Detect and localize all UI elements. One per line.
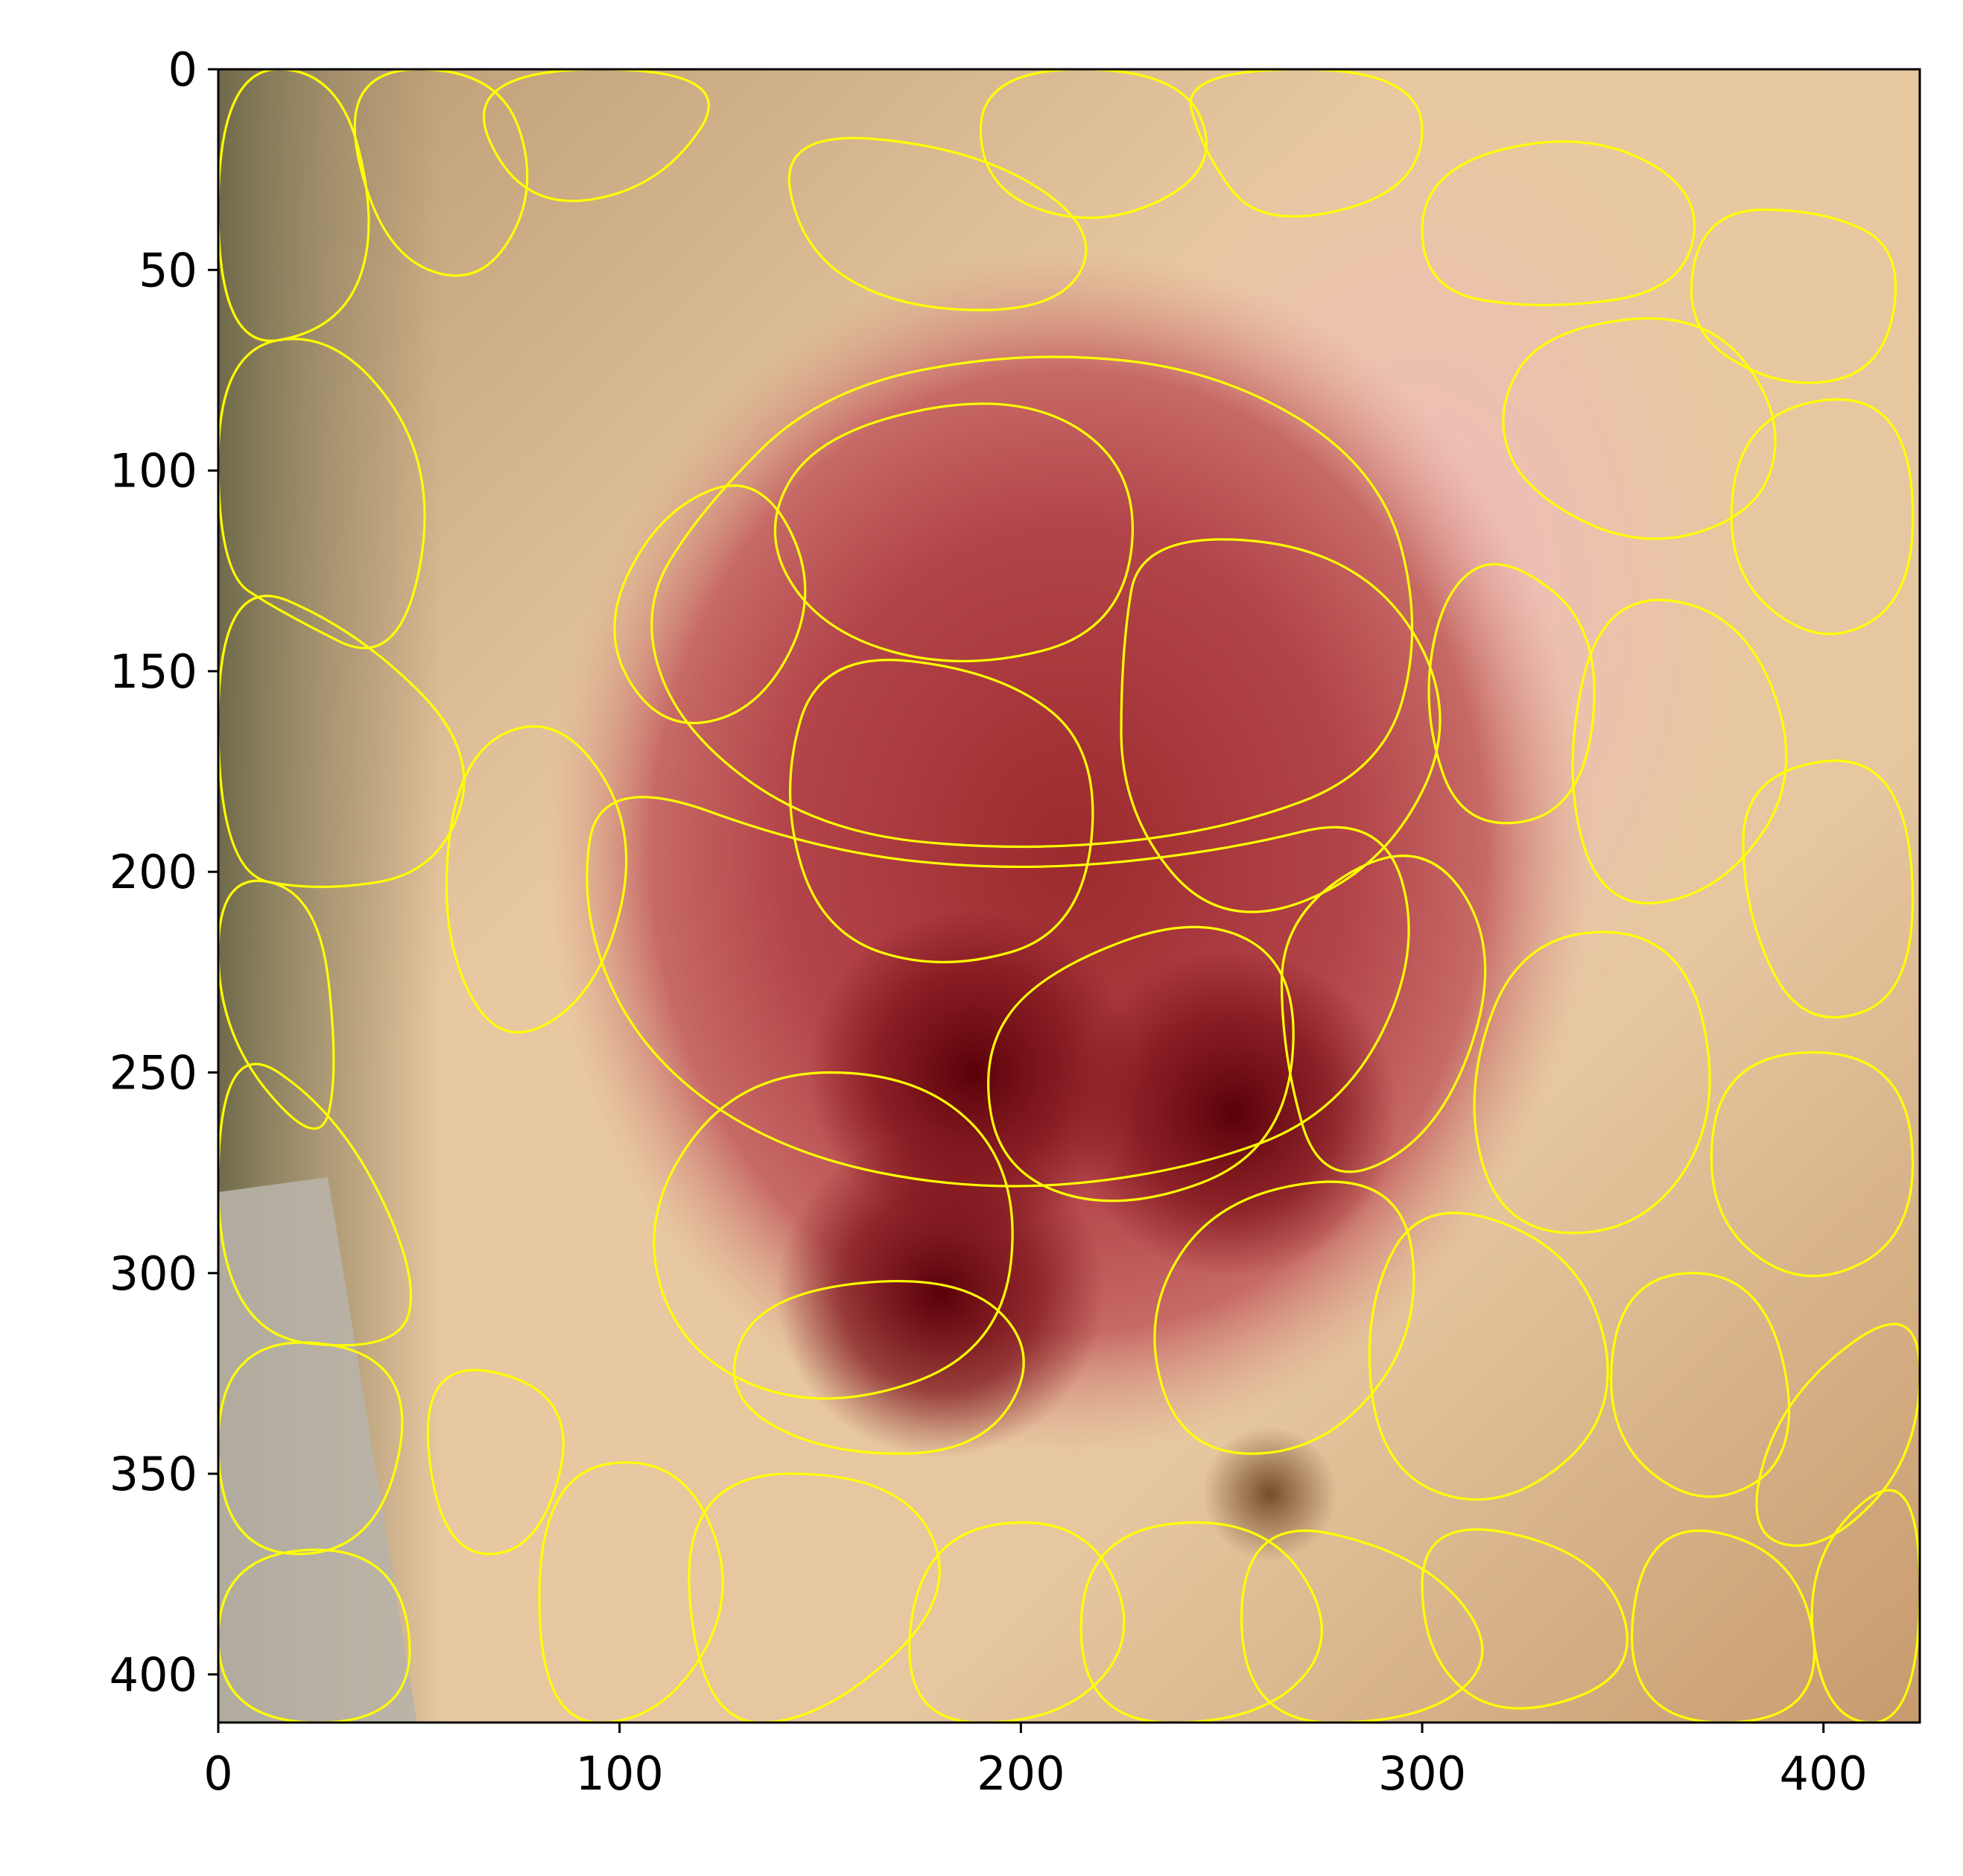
segment-boundary: [1153, 1180, 1415, 1455]
y-tick-label: 200: [110, 845, 197, 899]
y-tick-label: 100: [110, 444, 197, 498]
segment-boundary: [1189, 69, 1424, 218]
segment-boundary: [653, 1071, 1014, 1400]
plot-frame: [217, 68, 1921, 1724]
segment-boundary: [733, 1279, 1025, 1455]
segment-boundary: [218, 338, 426, 650]
segment-boundary: [1240, 1530, 1484, 1723]
segment-boundary: [1571, 598, 1788, 904]
y-tick-label: 50: [139, 243, 197, 297]
x-tick-label: 0: [203, 1746, 232, 1801]
segment-boundary: [1730, 398, 1915, 636]
segment-boundary: [1079, 1521, 1323, 1723]
dark-spot: [1069, 948, 1398, 1277]
y-tick-label: 350: [110, 1447, 197, 1501]
x-axis: 0 100 200 300 400: [203, 1723, 1868, 1801]
segment-boundary: [218, 1548, 411, 1723]
segment-boundary: [218, 69, 370, 343]
segment-boundary: [1120, 538, 1442, 913]
segment-boundary: [1280, 855, 1487, 1173]
segment-boundary: [650, 355, 1414, 849]
segment-boundary: [1473, 931, 1711, 1235]
segment-boundary: [445, 725, 628, 1034]
segment-boundary: [482, 69, 710, 203]
segment-boundary: [538, 1461, 724, 1723]
segment-boundaries: [218, 69, 1920, 1723]
segment-boundary: [613, 484, 807, 725]
segment-boundary: [1742, 759, 1915, 1018]
y-tick-label: 0: [168, 42, 197, 97]
segment-boundary: [688, 1472, 941, 1723]
y-tick-label: 300: [110, 1246, 197, 1301]
segment-boundary: [1755, 1322, 1920, 1547]
x-tick-label: 400: [1780, 1746, 1868, 1801]
segment-boundary: [773, 402, 1135, 662]
x-tick-label: 300: [1378, 1746, 1466, 1801]
segment-boundary: [1421, 140, 1696, 307]
segment-boundary: [586, 796, 1410, 1188]
segment-boundary: [218, 1341, 404, 1556]
x-tick-label: 100: [576, 1746, 664, 1801]
segment-boundary: [987, 925, 1295, 1202]
segment-boundary: [218, 1062, 413, 1347]
segment-boundary: [908, 1521, 1126, 1723]
segment-boundary: [1690, 208, 1897, 384]
dark-spot: [776, 1129, 1105, 1457]
segment-boundary: [1610, 1272, 1791, 1498]
y-tick-label: 250: [110, 1045, 197, 1100]
segment-boundary: [789, 659, 1094, 963]
segment-boundary: [218, 879, 335, 1130]
segment-boundary: [1427, 563, 1596, 825]
y-tick-label: 400: [110, 1647, 197, 1702]
plot-area: [218, 69, 1920, 1723]
y-axis: 0 50 100 150 200 250 300 350 400: [110, 42, 218, 1702]
segment-boundary: [426, 1369, 565, 1556]
segment-boundary: [1502, 317, 1777, 540]
segment-boundary: [353, 69, 529, 277]
grey-corner: [218, 1177, 417, 1723]
segment-boundary: [787, 136, 1088, 311]
segment-boundary: [1421, 1528, 1629, 1710]
segment-boundary: [1710, 1051, 1915, 1278]
segment-boundary: [1368, 1211, 1609, 1501]
x-tick-label: 200: [977, 1746, 1065, 1801]
y-tick-label: 150: [110, 644, 197, 699]
